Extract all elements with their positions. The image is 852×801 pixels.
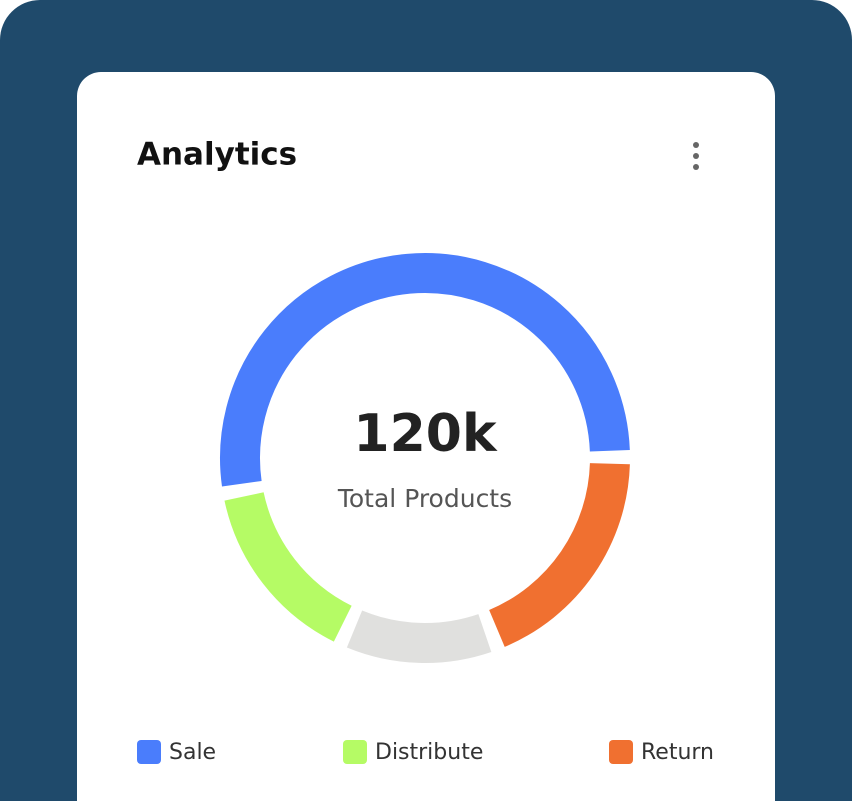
- menu-dot: [693, 153, 699, 159]
- card-title: Analytics: [137, 137, 297, 173]
- analytics-card: [77, 72, 775, 801]
- donut-segment: [220, 253, 630, 487]
- center-value: 120k: [353, 404, 498, 464]
- donut-segment: [346, 610, 492, 663]
- legend-label: Return: [641, 740, 714, 765]
- donut-segment: [224, 491, 353, 642]
- legend-swatch: [137, 740, 161, 764]
- legend-swatch: [609, 740, 633, 764]
- menu-dot: [693, 142, 699, 148]
- legend-label: Distribute: [375, 740, 483, 765]
- menu-dot: [693, 164, 699, 170]
- legend-swatch: [343, 740, 367, 764]
- center-label: Total Products: [337, 484, 512, 513]
- donut-segment: [488, 462, 630, 647]
- more-menu[interactable]: [693, 142, 699, 170]
- legend-label: Sale: [169, 740, 216, 765]
